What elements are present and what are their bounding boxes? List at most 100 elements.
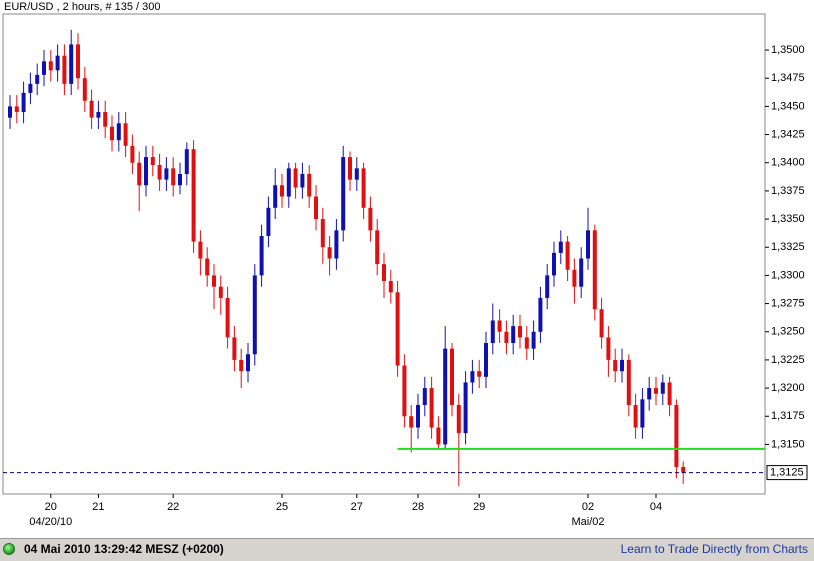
candle-body <box>273 185 278 208</box>
date-label: 04/20/10 <box>29 516 72 528</box>
candle-body <box>586 230 590 259</box>
candle-body <box>348 157 352 180</box>
candle-body <box>606 337 611 360</box>
candle-body <box>626 359 631 405</box>
timestamp: 04 Mai 2010 13:29:42 MESZ (+0200) <box>24 542 224 556</box>
candle-body <box>42 61 46 75</box>
candle-body <box>314 196 318 220</box>
status-indicator <box>3 543 15 555</box>
candle-body <box>62 55 67 84</box>
candle-body <box>647 388 652 400</box>
candle-body <box>280 185 284 197</box>
candle-body <box>402 365 407 417</box>
candle-body <box>320 219 325 248</box>
y-tick-label: 1,3200 <box>771 382 805 394</box>
candle-body <box>327 247 332 259</box>
candle-body <box>341 157 346 231</box>
candle-body <box>198 241 203 259</box>
candle-body <box>484 343 488 377</box>
candle-body <box>96 112 101 118</box>
candle-body <box>252 275 257 355</box>
candle-body <box>443 348 448 445</box>
candle-body <box>395 292 400 366</box>
candle-body <box>450 348 454 405</box>
candle-body <box>633 404 638 428</box>
y-tick-label: 1,3375 <box>771 185 805 197</box>
candle-body <box>232 337 237 360</box>
candle-body <box>307 174 312 197</box>
candle-body <box>456 404 461 434</box>
candle-body <box>388 281 393 293</box>
x-tick-label: 22 <box>167 501 179 513</box>
x-tick-label: 20 <box>45 501 57 513</box>
candle-body <box>103 112 108 127</box>
candle-body <box>266 207 271 236</box>
candle-body <box>157 164 162 180</box>
x-tick-label: 04 <box>650 501 662 513</box>
x-tick-label: 25 <box>276 501 288 513</box>
candle-body <box>164 168 169 180</box>
current-price-box <box>766 465 808 481</box>
candle-body <box>674 404 679 467</box>
candle-body <box>55 55 60 71</box>
candle-body <box>48 61 53 71</box>
y-tick-label: 1,3350 <box>771 213 805 225</box>
candle-body <box>361 168 366 208</box>
candle-body <box>300 174 305 188</box>
candle-body <box>246 354 250 372</box>
candle-body <box>497 320 502 332</box>
candle-body <box>14 106 19 113</box>
x-tick-label: 28 <box>412 501 424 513</box>
candle-body <box>599 309 604 338</box>
candle-body <box>225 297 230 338</box>
candle-body <box>76 44 80 79</box>
x-tick-label: 02 <box>582 501 594 513</box>
candle-body <box>640 399 645 428</box>
candle-body <box>436 427 441 445</box>
candle-body <box>565 241 570 270</box>
y-tick-label: 1,3250 <box>771 326 805 338</box>
chart: EUR/USD , 2 hours, # 135 / 300 1,3150 1,3… <box>2 1 808 528</box>
candle-body <box>524 337 529 349</box>
candle-body <box>8 106 12 118</box>
candle-body <box>354 168 359 180</box>
current-price-label: 1,3125 <box>770 466 804 478</box>
candle-body <box>21 92 26 113</box>
candle-body <box>171 168 176 186</box>
candle-body <box>286 168 291 197</box>
candle-body <box>137 162 142 186</box>
promo-link[interactable]: Learn to Trade Directly from Charts <box>620 542 808 556</box>
candle-body <box>416 404 420 428</box>
chart-title: EUR/USD , 2 hours, # 135 / 300 <box>4 1 161 13</box>
candle-body <box>552 252 556 276</box>
candle-body <box>218 286 223 298</box>
candle-body <box>470 371 475 383</box>
candle-body <box>205 258 210 276</box>
candle-body <box>178 174 182 186</box>
y-tick-label: 1,3475 <box>771 72 805 84</box>
candle-body <box>660 382 665 394</box>
candle-body <box>620 359 624 372</box>
candle-body <box>89 100 94 118</box>
y-tick-label: 1,3300 <box>771 269 805 281</box>
candle-body <box>212 275 216 287</box>
candle-body <box>150 157 155 165</box>
candle-body <box>592 230 597 310</box>
y-tick-label: 1,3325 <box>771 241 805 253</box>
candle-body <box>184 149 189 174</box>
candle-body <box>667 382 672 405</box>
candle-body <box>579 258 584 287</box>
candle-body <box>511 326 516 344</box>
candle-body <box>558 241 563 253</box>
candle-body <box>429 388 434 428</box>
candle-body <box>116 123 121 141</box>
y-tick-label: 1,3450 <box>771 100 805 112</box>
candle-body <box>130 145 135 163</box>
x-tick-label: 29 <box>473 501 485 513</box>
candle-body <box>463 382 468 434</box>
candle-body <box>28 83 33 93</box>
x-tick-label: 21 <box>92 501 104 513</box>
candle-body <box>538 297 543 332</box>
date-label: Mai/02 <box>571 516 604 528</box>
